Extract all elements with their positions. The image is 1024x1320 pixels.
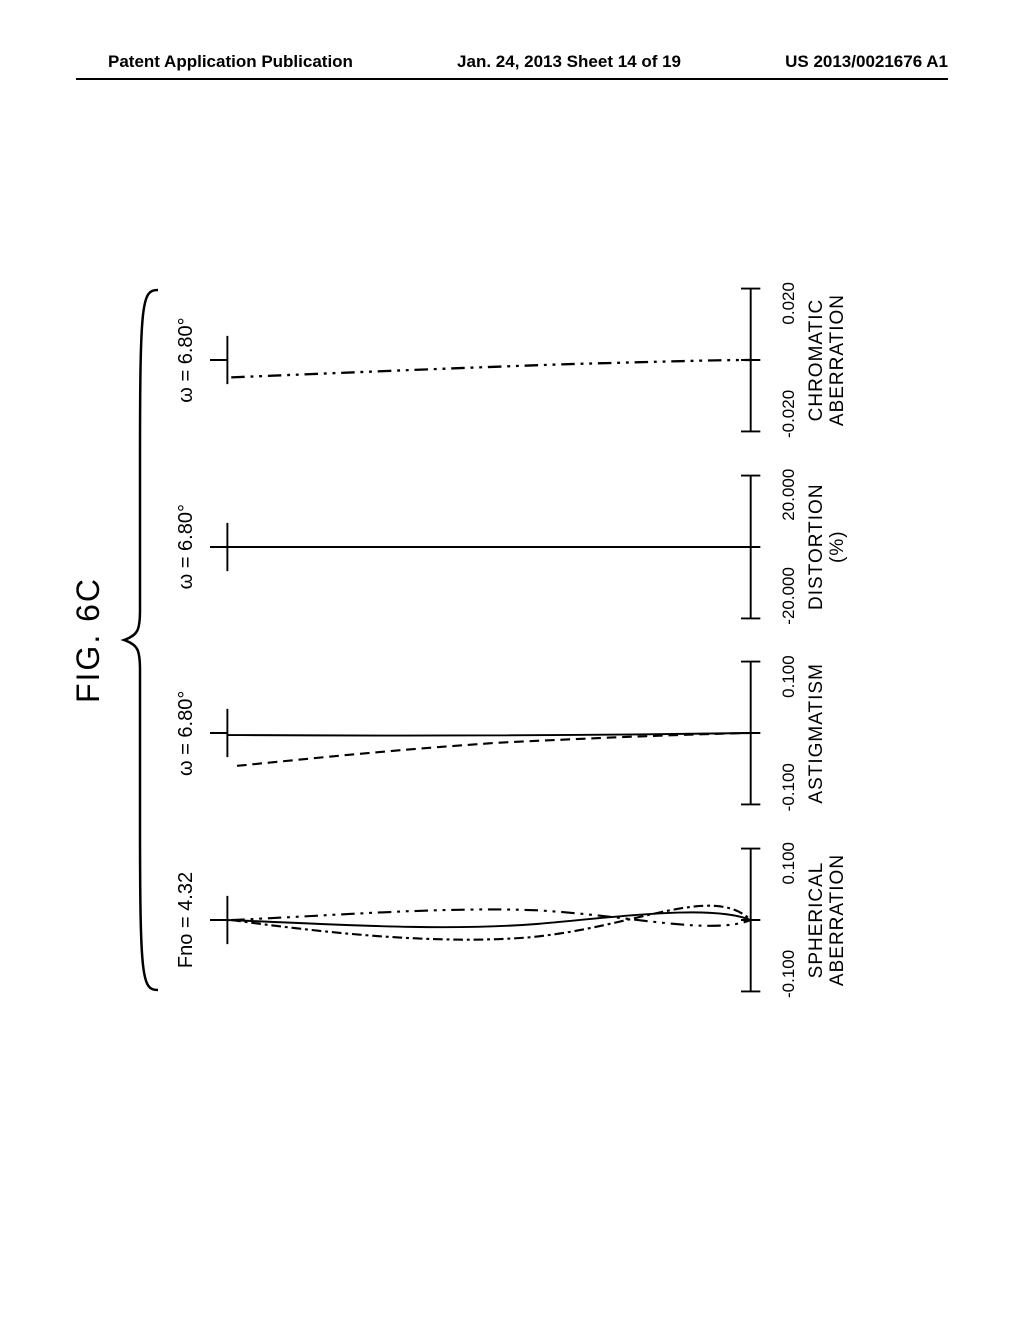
aberration-panel: ω = 6.80° -20.000 20.000 DISTORTION (%) bbox=[175, 467, 895, 627]
figure-6c: FIG. 6C Fno = 4.32-0.1000.100SPHERICALAB… bbox=[80, 280, 980, 1000]
axis-title: CHROMATICABERRATION bbox=[807, 280, 849, 440]
header-left: Patent Application Publication bbox=[108, 52, 353, 72]
aberration-plot bbox=[210, 467, 770, 627]
axis-title: DISTORTION (%) bbox=[807, 467, 849, 627]
axis-min: -0.020 bbox=[779, 390, 799, 438]
panel-label: ω = 6.80° bbox=[175, 467, 198, 627]
aberration-plot bbox=[210, 840, 770, 1000]
aberration-panels: Fno = 4.32 -0.100 0.100 SPHERICALABERRATION… bbox=[175, 280, 895, 1000]
axis-title: ASTIGMATISM bbox=[807, 653, 828, 813]
panel-label: ω = 6.80° bbox=[175, 280, 198, 440]
aberration-panel: ω = 6.80° -0.100 0.100 ASTIGMATISM bbox=[175, 653, 895, 813]
axis-min: -20.000 bbox=[779, 567, 799, 625]
axis-min: -0.100 bbox=[779, 950, 799, 998]
panel-label: Fno = 4.32 bbox=[175, 840, 198, 1000]
axis-title: SPHERICALABERRATION bbox=[807, 840, 849, 1000]
aberration-panel: ω = 6.80° -0.020 0.020 CHROMATICABERRATION bbox=[175, 280, 895, 440]
axis-max: 20.000 bbox=[779, 469, 799, 521]
header-center: Jan. 24, 2013 Sheet 14 of 19 bbox=[457, 52, 681, 72]
aberration-plot bbox=[210, 280, 770, 440]
axis-max: 0.100 bbox=[779, 655, 799, 698]
axis-range: -0.020 0.020 bbox=[779, 280, 799, 440]
axis-max: 0.020 bbox=[779, 282, 799, 325]
axis-max: 0.100 bbox=[779, 842, 799, 885]
page-header: Patent Application Publication Jan. 24, … bbox=[0, 52, 1024, 72]
axis-range: -0.100 0.100 bbox=[779, 840, 799, 1000]
panel-label: ω = 6.80° bbox=[175, 653, 198, 813]
aberration-plot bbox=[210, 653, 770, 813]
axis-range: -0.100 0.100 bbox=[779, 653, 799, 813]
figure-title: FIG. 6C bbox=[70, 577, 107, 703]
axis-min: -0.100 bbox=[779, 763, 799, 811]
brace-icon bbox=[120, 280, 160, 1000]
axis-range: -20.000 20.000 bbox=[779, 467, 799, 627]
header-rule bbox=[76, 78, 948, 80]
aberration-panel: Fno = 4.32 -0.100 0.100 SPHERICALABERRATION bbox=[175, 840, 895, 1000]
header-right: US 2013/0021676 A1 bbox=[785, 52, 948, 72]
